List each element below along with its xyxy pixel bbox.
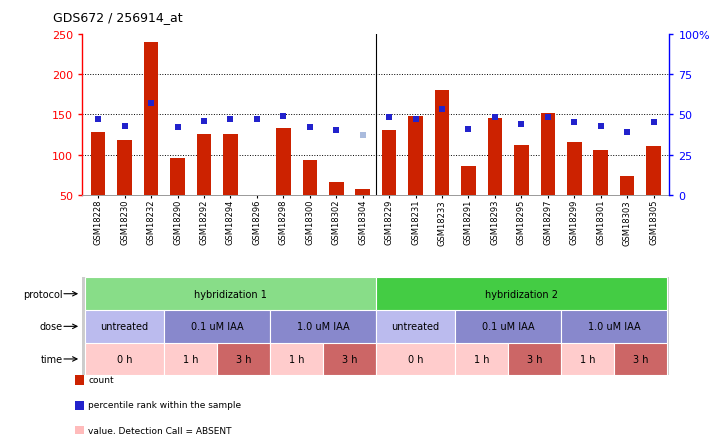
Text: 1.0 uM IAA: 1.0 uM IAA xyxy=(296,322,349,332)
Bar xyxy=(270,343,323,375)
Bar xyxy=(647,147,661,195)
Text: 1 h: 1 h xyxy=(580,354,595,364)
Text: 3 h: 3 h xyxy=(633,354,648,364)
Text: 1 h: 1 h xyxy=(289,354,304,364)
Text: 3 h: 3 h xyxy=(236,354,251,364)
Bar xyxy=(117,141,132,195)
Bar xyxy=(514,145,528,195)
Bar xyxy=(435,91,450,195)
Bar xyxy=(355,190,370,195)
Bar xyxy=(85,343,165,375)
Bar xyxy=(561,310,667,343)
Bar xyxy=(276,128,291,195)
Bar xyxy=(85,310,165,343)
Text: 0.1 uM IAA: 0.1 uM IAA xyxy=(482,322,534,332)
Text: 1.0 uM IAA: 1.0 uM IAA xyxy=(588,322,640,332)
Bar xyxy=(594,150,608,195)
Bar xyxy=(217,343,270,375)
Bar xyxy=(561,343,614,375)
Text: dose: dose xyxy=(39,322,62,332)
Bar xyxy=(302,161,317,195)
Bar xyxy=(329,182,344,195)
Text: 3 h: 3 h xyxy=(342,354,357,364)
Bar xyxy=(541,113,555,195)
Bar xyxy=(91,133,105,195)
Text: 1 h: 1 h xyxy=(474,354,490,364)
Text: 3 h: 3 h xyxy=(527,354,542,364)
Bar xyxy=(567,142,581,195)
Bar xyxy=(508,343,561,375)
Bar xyxy=(461,166,475,195)
Bar xyxy=(165,343,217,375)
Bar xyxy=(455,343,508,375)
Text: untreated: untreated xyxy=(392,322,440,332)
Text: untreated: untreated xyxy=(100,322,149,332)
Text: hybridization 1: hybridization 1 xyxy=(194,289,267,299)
Text: 0.1 uM IAA: 0.1 uM IAA xyxy=(191,322,243,332)
Bar xyxy=(270,310,376,343)
Bar xyxy=(376,343,455,375)
Text: GDS672 / 256914_at: GDS672 / 256914_at xyxy=(53,11,183,24)
Bar xyxy=(455,310,561,343)
Bar xyxy=(170,158,185,195)
Text: protocol: protocol xyxy=(23,289,62,299)
Bar xyxy=(488,119,502,195)
Bar xyxy=(382,131,397,195)
Bar xyxy=(223,135,238,195)
Bar xyxy=(376,310,455,343)
Bar xyxy=(165,310,270,343)
Text: hybridization 2: hybridization 2 xyxy=(485,289,558,299)
Bar xyxy=(144,43,158,195)
Text: 1 h: 1 h xyxy=(183,354,198,364)
Bar xyxy=(323,343,376,375)
Bar xyxy=(376,278,667,310)
Text: value, Detection Call = ABSENT: value, Detection Call = ABSENT xyxy=(88,426,231,434)
Text: percentile rank within the sample: percentile rank within the sample xyxy=(88,401,241,409)
Text: 0 h: 0 h xyxy=(408,354,423,364)
Text: 0 h: 0 h xyxy=(117,354,132,364)
Bar xyxy=(620,177,634,195)
Bar xyxy=(408,117,423,195)
Text: time: time xyxy=(40,354,62,364)
Bar xyxy=(85,278,376,310)
Text: count: count xyxy=(88,375,114,384)
Bar xyxy=(614,343,667,375)
Bar xyxy=(197,135,211,195)
